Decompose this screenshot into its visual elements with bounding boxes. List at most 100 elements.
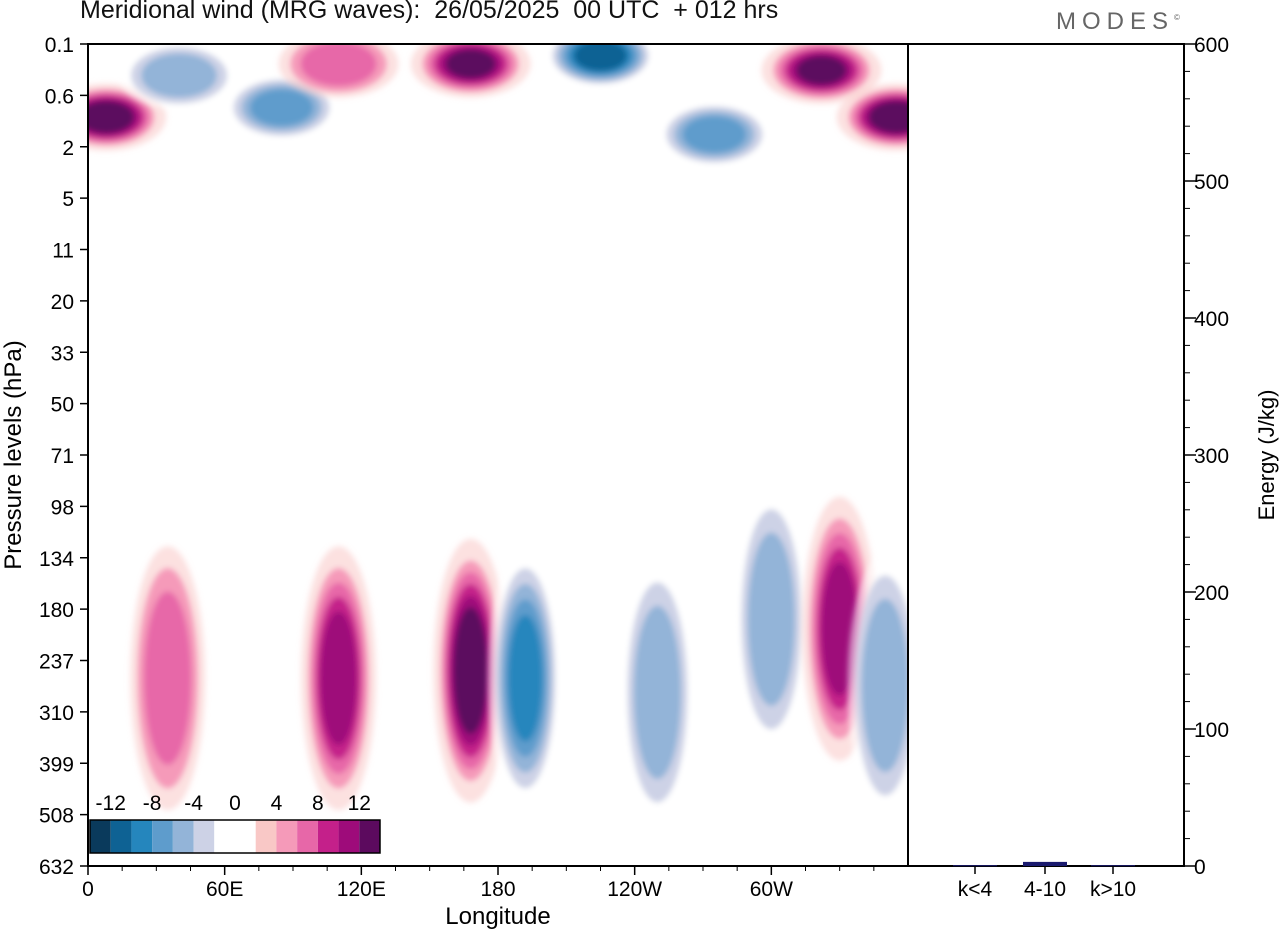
pressure-tick-label: 632: [39, 856, 74, 879]
energy-bar: [1091, 865, 1135, 867]
heatmap-contour: [144, 591, 192, 765]
chart-title: Meridional wind (MRG waves): 26/05/2025 …: [80, 0, 779, 24]
colorbar-swatch: [359, 820, 380, 853]
energy-tick-label: 600: [1194, 34, 1229, 57]
energy-bar: [953, 865, 997, 867]
pressure-tick-label: 20: [51, 291, 74, 314]
heatmap-blob: [278, 44, 399, 98]
logo-text: MODES: [1056, 8, 1175, 35]
colorbar-swatch: [193, 820, 215, 853]
heatmap-blob: [733, 487, 809, 752]
colorbar-swatch: [235, 820, 256, 853]
energy-category-label: k>10: [1090, 878, 1136, 901]
energy-tick-label: 500: [1194, 171, 1229, 194]
heatmap-contour: [320, 611, 357, 746]
longitude-tick-label: 180: [480, 878, 515, 901]
colorbar-label: -8: [143, 792, 162, 815]
heatmap-contour: [300, 44, 377, 86]
pressure-tick-label: 310: [39, 702, 74, 725]
energy-tick-label: 400: [1194, 308, 1229, 331]
longitude-tick-label: 120W: [607, 878, 662, 901]
colorbar-label: 8: [312, 792, 324, 815]
pressure-tick-label: 0.1: [45, 34, 74, 57]
heatmap-blob: [654, 100, 775, 169]
heatmap-contour: [874, 104, 908, 131]
heatmap-blob: [301, 546, 377, 811]
energy-category-label: 4-10: [1024, 878, 1066, 901]
energy-tick-label: 0: [1194, 856, 1206, 879]
colorbar-swatch: [131, 820, 153, 853]
pressure-tick-label: 50: [51, 394, 74, 417]
y-axis-label: Pressure levels (hPa): [0, 340, 27, 569]
heatmap-contour: [141, 53, 217, 98]
pressure-tick-label: 98: [51, 496, 74, 519]
longitude-tick-label: 60E: [206, 878, 243, 901]
heatmap-blob: [130, 546, 206, 811]
pressure-axis: 0.1 0.6 2 5 11 20 33 50 71 98 134 180 237 310 399 508 63…: [39, 34, 88, 879]
colorbar-swatch: [214, 820, 235, 853]
energy-category-label: k<4: [958, 878, 993, 901]
colorbar-swatch: [338, 820, 360, 853]
pressure-tick-label: 180: [39, 599, 74, 622]
heatmap-contour: [747, 532, 795, 706]
pressure-tick-label: 399: [39, 753, 74, 776]
colorbar-label: -4: [184, 792, 203, 815]
longitude-tick-label: 0: [82, 878, 94, 901]
heatmap-contour: [508, 614, 543, 742]
heatmap-blob: [847, 553, 908, 818]
longitude-tick-label: 60W: [750, 878, 793, 901]
energy-tick-label: 100: [1194, 719, 1229, 742]
heatmap-blob: [619, 560, 695, 825]
heatmap-contour: [456, 619, 485, 723]
heatmap-contour: [861, 598, 908, 773]
colorbar-swatch: [110, 820, 132, 853]
heatmap-contour: [796, 55, 847, 85]
heatmap-plot: [88, 44, 908, 825]
pressure-tick-label: 237: [39, 651, 74, 674]
heatmap-contour: [445, 49, 496, 79]
colorbar-swatch: [276, 820, 298, 853]
colorbar-swatch: [152, 820, 173, 853]
colorbar-swatch: [297, 820, 318, 853]
colorbar-frame: [89, 819, 381, 854]
energy-bar: [1023, 861, 1067, 866]
colorbar-swatch: [90, 820, 111, 853]
colorbar-label: -12: [96, 792, 126, 815]
heatmap-blob: [487, 546, 563, 811]
modes-logo: MODES©: [1056, 8, 1180, 36]
pressure-tick-label: 5: [62, 188, 74, 211]
longitude-tick-label: 120E: [337, 878, 386, 901]
colorbar-label: 12: [348, 792, 371, 815]
energy-chart: 0 100 200 300 400 500 600 k<4 4-10 k>10: [953, 34, 1229, 901]
heatmap-blob: [410, 44, 531, 98]
energy-tick-label: 200: [1194, 582, 1229, 605]
pressure-tick-label: 134: [39, 548, 74, 571]
energy-panel-frame: [907, 43, 1185, 867]
heatmap-blob: [540, 44, 661, 90]
heatmap-blob: [88, 83, 167, 151]
heatmap-blob: [433, 538, 509, 803]
colorbar-label: 0: [229, 792, 241, 815]
energy-tick-label: 300: [1194, 445, 1229, 468]
x-axis-label: Longitude: [445, 903, 550, 930]
colorbar-swatch: [172, 820, 194, 853]
colorbar: -12 -8 -4 0 4 8 12: [89, 792, 381, 854]
heatmap-blob: [761, 44, 882, 104]
heatmap-contour: [88, 104, 129, 131]
heatmap-contour: [574, 44, 627, 71]
colorbar-label: 4: [271, 792, 283, 815]
logo-mark: ©: [1174, 13, 1180, 22]
pressure-tick-label: 508: [39, 805, 74, 828]
pressure-tick-label: 11: [52, 240, 74, 263]
heatmap-blob: [119, 44, 240, 110]
longitude-axis: 0 60E 120E 180 120W 60W: [82, 866, 875, 901]
heatmap-contour: [682, 115, 747, 153]
colorbar-swatch: [255, 820, 277, 853]
heatmap-blob: [836, 83, 908, 151]
pressure-tick-label: 33: [51, 342, 74, 365]
pressure-tick-label: 71: [51, 445, 74, 468]
heatmap-contour: [249, 89, 314, 127]
pressure-tick-label: 0.6: [45, 85, 74, 108]
colorbar-swatch: [317, 820, 339, 853]
